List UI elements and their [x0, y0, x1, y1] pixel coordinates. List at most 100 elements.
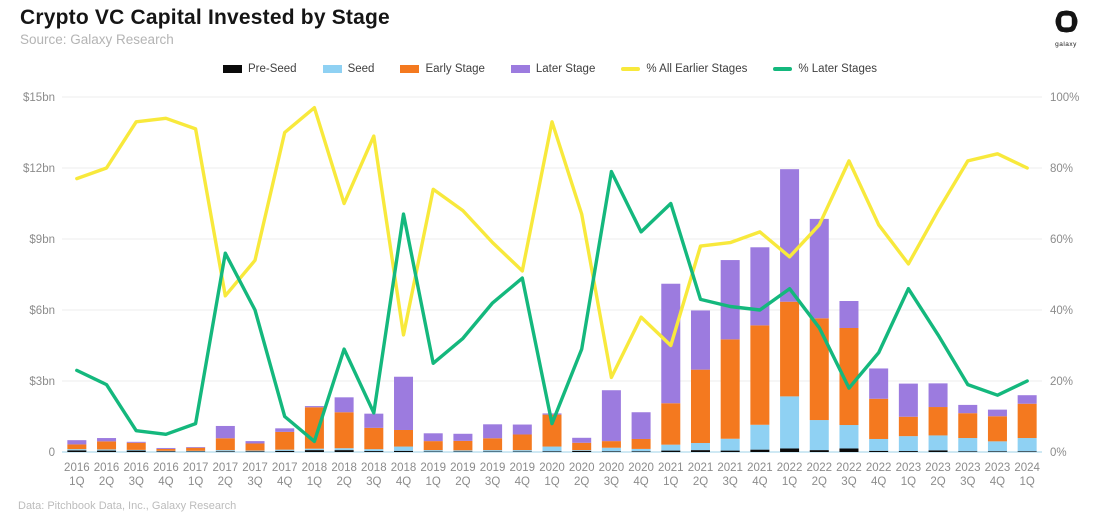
galaxy-logo-text: galaxy — [1055, 41, 1077, 48]
right-axis-tick: 60% — [1050, 234, 1073, 246]
bar-segment-later-stage — [542, 413, 562, 415]
x-axis-label: 2023 1Q — [896, 462, 922, 488]
left-axis-tick: $3bn — [29, 376, 55, 388]
bar-segment-early-stage — [987, 416, 1007, 442]
bar-segment-pre-seed — [601, 451, 621, 452]
bar-segment-seed — [661, 444, 681, 451]
x-axis-label: 2022 1Q — [777, 462, 803, 488]
bar-segment-early-stage — [512, 434, 532, 451]
x-axis-label: 2016 4Q — [153, 462, 179, 488]
bar-segment-later-stage — [67, 440, 87, 445]
bar-segment-later-stage — [958, 404, 978, 414]
data-credit: Data: Pitchbook Data, Inc., Galaxy Resea… — [18, 500, 237, 512]
x-axis-label: 2020 1Q — [539, 462, 565, 488]
bar-segment-pre-seed — [1017, 451, 1037, 452]
x-axis-label: 2022 3Q — [836, 462, 862, 488]
line--all-earlier-stages — [75, 105, 1029, 380]
left-axis-tick: $9bn — [29, 234, 55, 246]
bar-segment-seed — [67, 449, 87, 451]
x-axis-label: 2022 2Q — [806, 462, 832, 488]
bar-segment-later-stage — [423, 433, 443, 442]
bar-segment-seed — [631, 448, 651, 452]
bar-segment-pre-seed — [364, 451, 384, 452]
bar-segment-early-stage — [690, 369, 710, 444]
bar-segment-seed — [126, 449, 146, 451]
bar-segment-later-stage — [156, 447, 176, 449]
galaxy-logo: galaxy — [1044, 8, 1088, 48]
x-axis-label: 2020 2Q — [569, 462, 595, 488]
bar-segment-pre-seed — [750, 449, 770, 452]
bar-segment-seed — [898, 436, 918, 452]
bar-segment-later-stage — [720, 260, 740, 340]
left-axis-tick: $6bn — [29, 305, 55, 317]
bar-segment-early-stage — [423, 441, 443, 451]
x-axis-label: 2016 3Q — [123, 462, 149, 488]
x-axis-label: 2023 3Q — [955, 462, 981, 488]
bar-segment-seed — [453, 450, 473, 452]
bar-segment-seed — [512, 450, 532, 452]
bar-segment-pre-seed — [780, 448, 800, 452]
legend-swatch — [510, 65, 530, 73]
x-axis-label: 2018 2Q — [331, 462, 357, 488]
bar-segment-later-stage — [780, 169, 800, 302]
bar-segment-later-stage — [690, 310, 710, 370]
bar-segment-early-stage — [126, 442, 146, 450]
x-axis-label: 2016 1Q — [64, 462, 90, 488]
bar-segment-seed — [958, 438, 978, 452]
bar-segment-later-stage — [898, 383, 918, 417]
legend-label: Seed — [347, 63, 375, 75]
legend-item-later-stage: Later Stage — [510, 63, 595, 75]
bar-segment-pre-seed — [245, 451, 265, 452]
right-axis-tick: 0% — [1050, 447, 1067, 459]
x-axis-label: 2018 1Q — [302, 462, 328, 488]
bar-segment-pre-seed — [690, 450, 710, 452]
x-axis-label: 2017 1Q — [183, 462, 209, 488]
page-title: Crypto VC Capital Invested by Stage — [20, 6, 390, 29]
bar-segment-later-stage — [839, 301, 859, 328]
bar-segment-later-stage — [750, 247, 770, 326]
bar-segment-later-stage — [245, 441, 265, 444]
x-axis-label: 2021 1Q — [658, 462, 684, 488]
bar-segment-seed — [809, 420, 829, 451]
legend-item-early-stage: Early Stage — [400, 63, 485, 75]
bar-segment-later-stage — [987, 409, 1007, 417]
x-axis-label: 2021 2Q — [688, 462, 714, 488]
bar-segment-early-stage — [780, 301, 800, 397]
legend-swatch — [322, 65, 342, 73]
bar-segment-pre-seed — [542, 451, 562, 452]
bar-segment-pre-seed — [661, 450, 681, 452]
bar-segment-pre-seed — [156, 451, 176, 452]
bar-segment-early-stage — [869, 398, 889, 439]
x-axis-label: 2018 3Q — [361, 462, 387, 488]
bar-segment-later-stage — [572, 437, 592, 443]
bar-segment-pre-seed — [67, 450, 87, 452]
bar-segment-pre-seed — [987, 451, 1007, 452]
bar-segment-pre-seed — [928, 450, 948, 452]
bar-segment-early-stage — [958, 413, 978, 439]
bar-segment-later-stage — [126, 441, 146, 443]
bar-segment-pre-seed — [572, 450, 592, 452]
chart-source-subtitle: Source: Galaxy Research — [20, 32, 174, 47]
right-axis-tick: 80% — [1050, 163, 1073, 175]
bar-segment-pre-seed — [898, 451, 918, 452]
bar-segment-seed — [275, 449, 295, 451]
bar-segment-early-stage — [1017, 403, 1037, 439]
bar-segment-seed — [304, 448, 324, 451]
legend-swatch — [621, 67, 641, 71]
bar-segment-early-stage — [97, 441, 117, 450]
bar-segment-pre-seed — [720, 450, 740, 452]
bar-segment-later-stage — [1017, 395, 1037, 404]
bar-segment-later-stage — [394, 376, 414, 430]
right-axis-tick: 40% — [1050, 305, 1073, 317]
bar-segment-pre-seed — [97, 450, 117, 452]
legend-swatch — [222, 65, 242, 73]
legend-item--all-earlier-stages: % All Earlier Stages — [621, 63, 747, 75]
x-axis-label: 2017 3Q — [242, 462, 268, 488]
bar-segment-pre-seed — [839, 448, 859, 452]
bar-segment-later-stage — [304, 406, 324, 408]
legend-swatch — [400, 65, 420, 73]
bar-segment-early-stage — [750, 325, 770, 425]
bar-segment-seed — [572, 450, 592, 451]
